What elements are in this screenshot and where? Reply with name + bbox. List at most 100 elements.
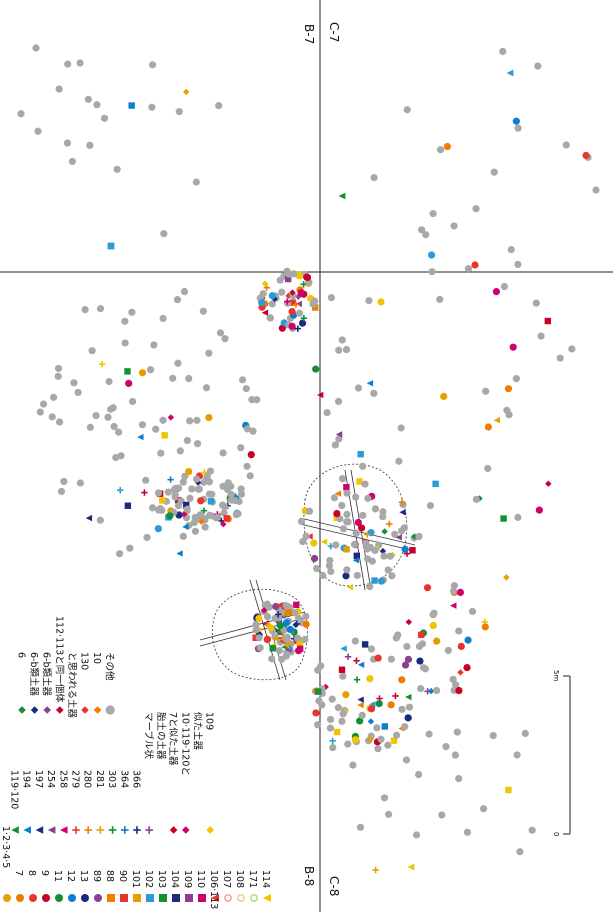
artifact-square — [207, 498, 215, 505]
artifact-circle — [402, 756, 411, 764]
artifact-circle — [450, 582, 458, 590]
legend-middle-symbol-9 — [121, 826, 129, 834]
artifact-circle — [426, 501, 435, 510]
artifact-square — [124, 368, 131, 375]
artifact-triangle — [182, 523, 189, 531]
artifact-circle — [343, 566, 351, 574]
artifact-circle — [205, 349, 213, 357]
artifact-triangle — [261, 309, 269, 316]
artifact-circle — [280, 626, 288, 634]
artifact-circle — [444, 646, 452, 655]
artifact-diamond — [182, 88, 190, 96]
artifact-circle — [442, 743, 450, 751]
artifact-circle — [255, 614, 263, 623]
artifact-triangle — [272, 635, 279, 642]
legend-left-label-9: 90 — [117, 870, 128, 882]
artifact-circle — [436, 295, 444, 303]
legend-middle-label-15: 似た土器 — [192, 712, 204, 751]
artifact-circle — [344, 518, 352, 526]
artifact-plus — [392, 692, 399, 700]
artifact-circle — [436, 146, 445, 154]
artifact-circle — [430, 609, 438, 617]
artifact-circle — [303, 273, 312, 282]
artifact-circle — [86, 141, 94, 149]
artifact-triangle — [399, 509, 406, 516]
artifact-circle — [354, 518, 362, 527]
artifact-circle — [427, 251, 436, 259]
artifact-circle — [74, 388, 82, 397]
artifact-circle — [174, 484, 183, 492]
artifact-circle — [401, 723, 409, 731]
artifact-circle — [367, 705, 376, 713]
artifact-circle — [312, 365, 320, 373]
artifact-circle — [342, 691, 350, 699]
artifact-square — [338, 666, 346, 673]
artifact-circle — [243, 425, 252, 433]
scale-bar: 5m 0 — [552, 670, 571, 836]
artifact-square — [432, 480, 439, 488]
artifact-circle — [70, 379, 78, 387]
legend-middle-label-13: 7と似た土器 — [167, 712, 179, 766]
artifact-circle — [179, 532, 187, 540]
artifact-circle — [365, 296, 373, 305]
artifact-circle — [174, 359, 182, 367]
artifact-circle — [403, 642, 411, 651]
artifact-circle — [174, 502, 183, 510]
artifact-plus — [292, 301, 300, 308]
artifact-diamond — [381, 528, 388, 535]
legend-left-label-5: 12 — [65, 870, 76, 882]
legend-left-symbol-16 — [211, 894, 219, 902]
legend-left-symbol-18 — [237, 894, 245, 902]
artifact-circle — [351, 736, 360, 744]
artifact-circle — [481, 623, 489, 631]
artifact-circle — [169, 374, 177, 382]
artifact-circle — [452, 681, 460, 689]
legend-left-label-4: 11 — [52, 870, 63, 882]
artifact-circle — [263, 635, 272, 643]
artifact-circle — [268, 300, 276, 308]
artifact-circle — [288, 307, 296, 316]
artifact-square — [353, 552, 360, 560]
legend-middle-symbol-0 — [11, 826, 19, 834]
artifact-circle — [310, 539, 318, 547]
artifact-circle — [338, 475, 347, 483]
artifact-circle — [334, 704, 342, 712]
legend-right-label-3: 112·113と同一個体 — [53, 616, 65, 703]
artifact-circle — [196, 511, 204, 519]
legend-left-label-8: 88 — [104, 870, 115, 882]
artifact-circle — [416, 657, 424, 665]
artifact-circle — [294, 614, 303, 622]
artifact-circle — [92, 411, 100, 420]
artifact-circle — [220, 509, 228, 517]
artifact-circle — [516, 848, 524, 856]
artifact-circle — [104, 413, 112, 421]
artifact-circle — [213, 513, 221, 521]
artifact-circle — [339, 672, 347, 680]
artifact-square — [128, 102, 135, 109]
artifact-circle — [48, 413, 56, 421]
artifact-circle — [456, 588, 465, 597]
artifact-triangle — [276, 601, 283, 609]
artifact-circle — [482, 387, 490, 395]
artifact-circle — [297, 517, 306, 526]
artifact-circle — [463, 663, 471, 672]
artifact-triangle — [357, 661, 365, 668]
artifact-circle — [138, 369, 147, 377]
artifact-circle — [100, 114, 109, 122]
legend-middle-symbol-6 — [84, 826, 92, 834]
artifact-circle — [338, 501, 346, 510]
artifact-circle — [157, 449, 165, 457]
artifact-circle — [455, 774, 463, 783]
artifact-circle — [387, 655, 396, 663]
legend-left-symbol-10 — [133, 894, 141, 902]
artifact-circle — [362, 539, 370, 547]
artifact-circle — [366, 675, 374, 683]
legend-left-symbol-0 — [3, 894, 11, 902]
artifact-circle — [468, 607, 477, 616]
legend-left-symbol-2 — [29, 894, 37, 902]
legend-left-symbol-1 — [16, 894, 24, 902]
legend-middle-label-3: 254 — [45, 770, 56, 788]
legend-left-label-18: 108 — [234, 870, 245, 888]
artifact-circle — [215, 102, 223, 110]
